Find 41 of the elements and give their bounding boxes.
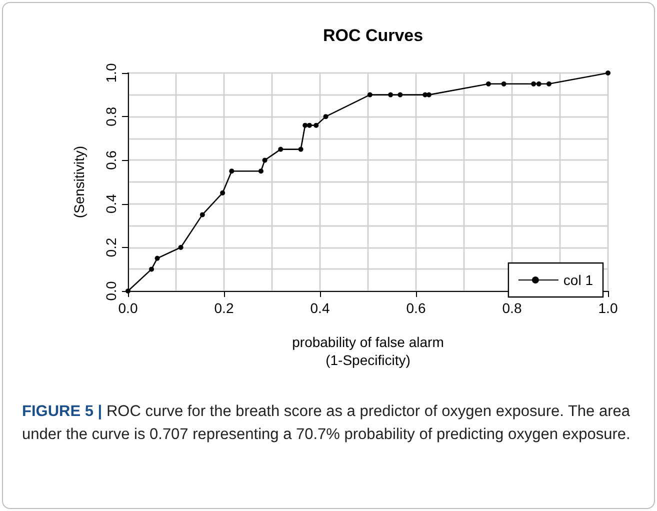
x-tick-label: 0.2: [214, 300, 234, 316]
point: [531, 81, 536, 86]
x-tick-label: 0.4: [310, 300, 330, 316]
x-tick-label: 1.0: [598, 300, 618, 316]
chart-title: ROC Curves: [322, 26, 424, 45]
point: [501, 81, 506, 86]
y-axis-title: (Sensitivity): [71, 146, 87, 218]
point: [536, 81, 542, 86]
y-tick-label: 0.0: [103, 281, 119, 301]
point: [262, 158, 268, 163]
y-tick-label: 0.4: [103, 194, 119, 214]
point: [126, 288, 130, 294]
point: [154, 256, 160, 261]
point: [178, 244, 184, 250]
legend-label: col 1: [563, 272, 594, 288]
x-tick-label: 0.6: [406, 300, 426, 316]
point: [314, 122, 319, 128]
point: [302, 122, 308, 128]
point: [149, 266, 154, 272]
x-axis-title: probability of false alarm (1-Specificity): [292, 334, 444, 368]
point: [220, 190, 226, 196]
x-tick-label: 0.0: [118, 300, 138, 316]
point: [398, 92, 403, 98]
point: [546, 81, 552, 86]
point: [606, 70, 610, 76]
point: [323, 114, 328, 120]
y-tick-label: 1.0: [103, 63, 119, 83]
point: [367, 92, 372, 98]
point: [229, 168, 234, 174]
point: [486, 81, 491, 86]
point: [200, 212, 205, 218]
point: [298, 146, 304, 152]
caption: FIGURE 5 | ROC curve for the breath score as a predictor of oxygen exposure. The area under the curve is 0.707 representing a 70.7% probability of predicting oxygen exposure.: [22, 402, 632, 445]
point: [278, 146, 284, 152]
point: [258, 168, 264, 174]
x-tick-label: 0.8: [502, 300, 522, 316]
point: [388, 92, 394, 98]
y-tick-label: 0.2: [103, 237, 119, 258]
point: [306, 122, 312, 128]
y-tick-label: 0.6: [103, 150, 119, 170]
y-tick-label: 0.8: [103, 106, 119, 126]
